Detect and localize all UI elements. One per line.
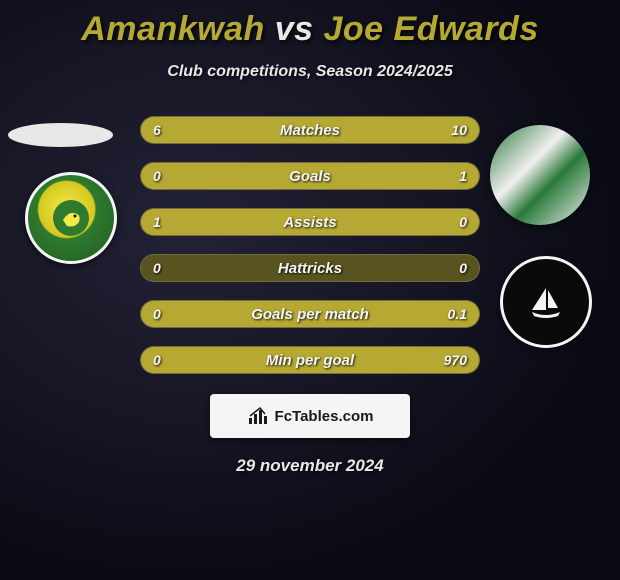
date-label: 29 november 2024 [0,456,620,476]
stat-label: Hattricks [278,260,342,277]
stat-right-value: 0.1 [448,306,467,322]
player1-photo-placeholder [8,123,113,147]
stat-left-value: 0 [153,352,161,368]
stat-right-value: 10 [451,122,467,138]
stat-label: Goals [289,168,331,185]
stat-right-value: 1 [459,168,467,184]
stat-right-value: 970 [444,352,467,368]
stat-left-value: 0 [153,260,161,276]
stat-left-value: 0 [153,168,161,184]
stat-label: Matches [280,122,340,139]
source-badge: FcTables.com [210,394,410,438]
chart-icon [247,406,269,426]
sailboat-icon [524,280,568,324]
stat-right-value: 0 [459,260,467,276]
norwich-city-badge [25,172,117,264]
player1-name: Amankwah [81,10,265,48]
vs-separator: vs [275,10,314,48]
stat-label: Assists [283,214,336,231]
source-label: FcTables.com [275,408,374,425]
canary-icon [51,198,91,238]
stat-row-goals: 0 Goals 1 [140,162,480,190]
player2-photo [490,125,590,225]
stat-left-value: 0 [153,306,161,322]
stat-row-goals-per-match: 0 Goals per match 0.1 [140,300,480,328]
stat-label: Goals per match [251,306,369,323]
stat-row-assists: 1 Assists 0 [140,208,480,236]
comparison-title: Amankwah vs Joe Edwards [0,0,620,49]
stat-label: Min per goal [266,352,354,369]
stat-left-value: 6 [153,122,161,138]
stat-right-value: 0 [459,214,467,230]
plymouth-argyle-badge [500,256,592,348]
stat-row-hattricks: 0 Hattricks 0 [140,254,480,282]
stat-row-min-per-goal: 0 Min per goal 970 [140,346,480,374]
stat-left-value: 1 [153,214,161,230]
player2-name: Joe Edwards [323,10,538,48]
subtitle: Club competitions, Season 2024/2025 [0,63,620,81]
stat-row-matches: 6 Matches 10 [140,116,480,144]
